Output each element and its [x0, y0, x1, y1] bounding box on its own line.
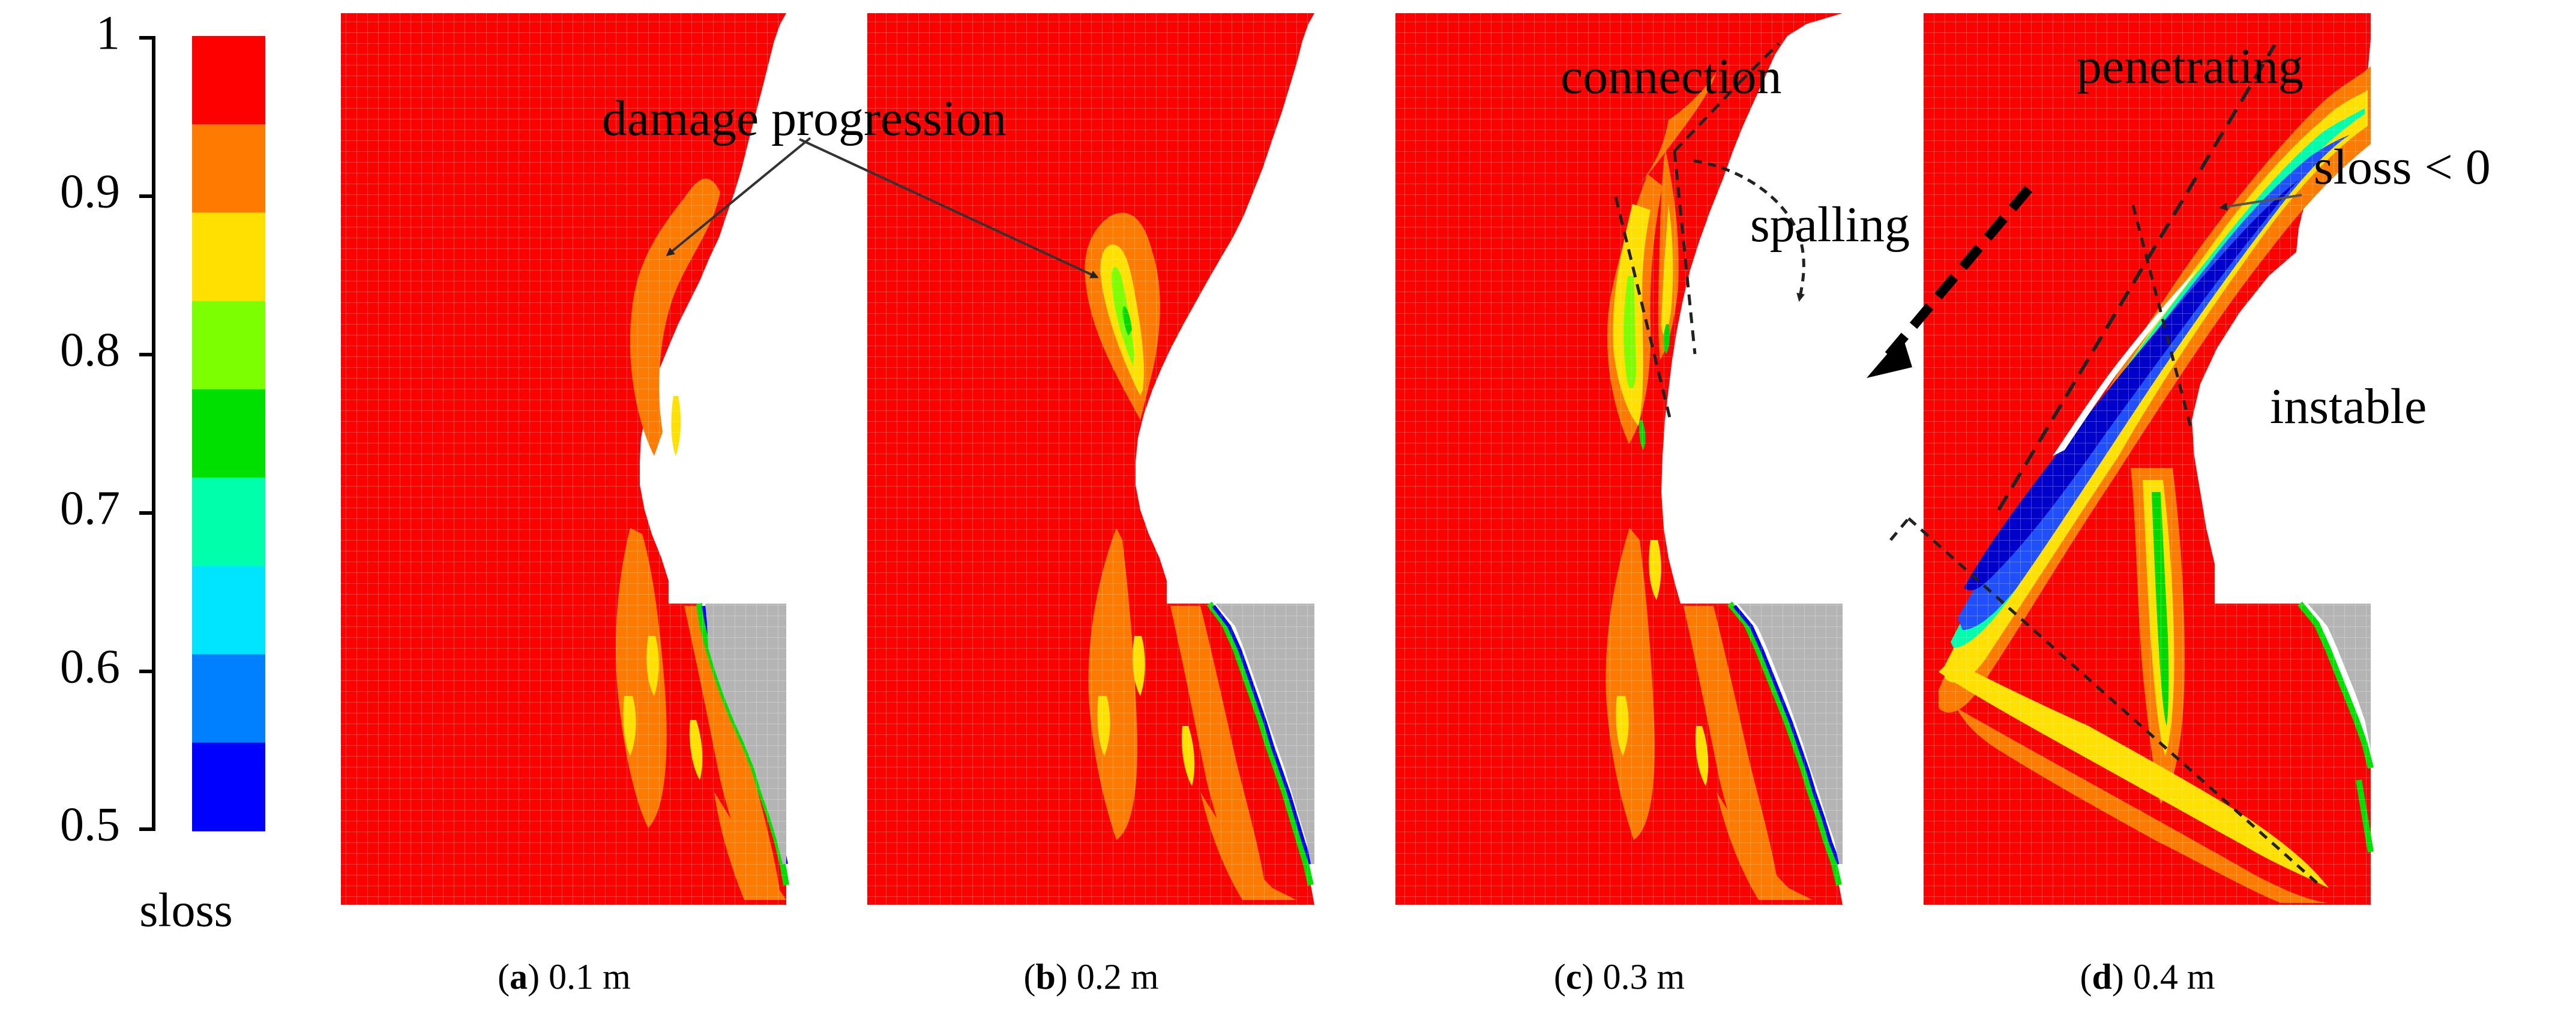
annotation-spalling: spalling [1750, 197, 1910, 253]
panel-c-mesh [1395, 13, 1843, 905]
panel-b [867, 13, 1314, 905]
colorbar-swatch [192, 124, 265, 213]
panel-d [1867, 13, 2374, 905]
panel-a [341, 13, 789, 905]
colorbar-tick-label: 0.9 [60, 165, 120, 218]
colorbar-label: sloss [139, 884, 233, 937]
annotation-instable: instable [2270, 379, 2427, 434]
panel-c-spalling-arrow [1693, 159, 1805, 302]
panel-d-penetrating-line [1997, 44, 2277, 511]
damage-pointer-a [666, 137, 811, 256]
colorbar-tick-label: 0.6 [60, 640, 120, 693]
colorbar-swatch [192, 742, 265, 832]
colorbar-swatches [192, 36, 265, 832]
annotation-sloss-negative: sloss < 0 [2314, 139, 2491, 195]
panel-d-caption: (d) 0.4 m [2080, 957, 2215, 997]
colorbar-tick-label: 0.5 [60, 798, 120, 851]
panel-c-connection-line [1673, 82, 1741, 152]
panel-d-boundary-line [2131, 205, 2192, 428]
annotation-penetrating: penetrating [2077, 38, 2304, 94]
colorbar-swatch [192, 212, 265, 302]
panel-c-connection-line [1673, 151, 1697, 355]
colorbar-tick-label: 0.7 [60, 482, 120, 535]
panel-c-connection-line [1738, 42, 1780, 84]
colorbar-tick-label: 0.8 [60, 323, 120, 376]
annotation-connection: connection [1560, 49, 1782, 104]
panel-c [1395, 13, 1843, 905]
colorbar-tick-label: 1 [96, 7, 120, 59]
panel-a-caption: (a) 0.1 m [498, 957, 631, 997]
colorbar-swatch [192, 301, 265, 390]
panel-d-boundary-line [1889, 517, 1910, 541]
panel-c-connection-line [1614, 196, 1672, 418]
panel-d-direction-arrowhead [1867, 336, 1912, 378]
panel-d-boundary-line [1907, 517, 2324, 889]
panel-c-caption: (c) 0.3 m [1554, 957, 1685, 997]
colorbar: 1 0.9 0.8 0.7 0.6 0.5 sloss [60, 7, 265, 937]
colorbar-swatch [192, 389, 265, 478]
colorbar-swatch [192, 566, 265, 655]
panel-d-mesh [1924, 13, 2371, 905]
colorbar-swatch [192, 654, 265, 743]
colorbar-swatch [192, 478, 265, 566]
panel-b-caption: (b) 0.2 m [1023, 957, 1158, 997]
annotation-damage-progression: damage progression [602, 91, 1007, 146]
panel-d-sloss-pointer [2219, 194, 2302, 211]
colorbar-swatch [192, 36, 265, 125]
damage-pointer-b [799, 138, 1099, 278]
panel-a-mesh [341, 13, 786, 905]
panel-b-mesh [867, 13, 1314, 905]
